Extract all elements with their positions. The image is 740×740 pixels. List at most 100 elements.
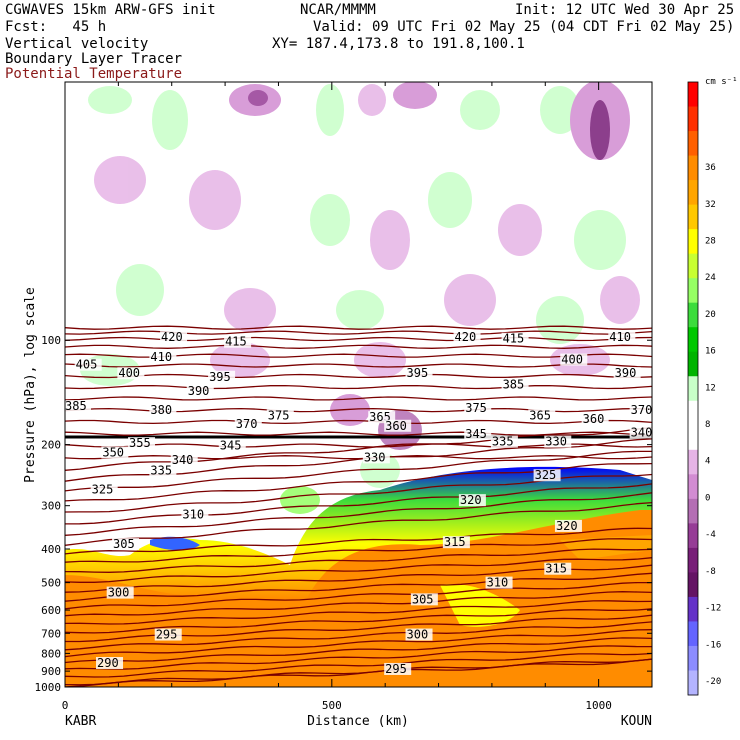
isentrope-line: [65, 450, 652, 492]
theta-label: 420: [161, 330, 183, 344]
isentrope-line: [65, 527, 652, 555]
theta-label-bg: [554, 519, 582, 532]
model-title: CGWAVES 15km ARW-GFS init: [5, 2, 216, 18]
theta-label: 315: [545, 562, 567, 576]
colorbar-swatch: [688, 351, 698, 377]
colorbar-swatch: [688, 474, 698, 500]
theta-label-bg: [410, 593, 438, 606]
theta-label-bg: [384, 419, 412, 432]
theta-label: 315: [444, 535, 466, 549]
colorbar-label: 4: [705, 457, 710, 467]
y-tick-label: 300: [41, 500, 61, 513]
theta-label-bg: [464, 427, 492, 440]
shaded-fields: 420 415 420 415 410 405 400 410 395 395 400 390 390 3…: [65, 82, 652, 687]
x-endpoint-left: KABR: [65, 714, 96, 729]
colorbar-frame: [687, 81, 699, 696]
theta-label-bg: [581, 412, 609, 425]
colorbar-swatch: [688, 155, 698, 181]
isentrope-line: [65, 548, 652, 573]
x-axis-label: Distance (km): [307, 714, 409, 729]
theta-label-bg: [74, 358, 102, 371]
colorbar-swatch: [688, 180, 698, 206]
theta-label: 375: [465, 401, 487, 415]
plot-frame: [64, 81, 653, 688]
colorbar-swatch: [688, 670, 698, 696]
colorbar-label: 12: [705, 383, 716, 393]
theta-label: 365: [529, 408, 551, 422]
theta-label-bg: [266, 409, 294, 422]
y-tick-label: 900: [41, 665, 61, 678]
colorbar-unit: cm s⁻¹: [705, 77, 738, 87]
theta-label-bg: [560, 353, 588, 366]
theta-label: 310: [182, 508, 204, 522]
colorbar-label: -8: [705, 567, 716, 577]
y-tick-label: 800: [41, 647, 61, 660]
isentrope-line: [65, 363, 652, 368]
colorbar-swatch: [688, 229, 698, 255]
isentrope-line: [65, 591, 652, 617]
theta-label: 295: [385, 662, 407, 676]
colorbar-label: -20: [705, 677, 721, 687]
theta-label: 325: [535, 468, 557, 482]
y-tick-label: 1000: [35, 681, 62, 694]
theta-label: 380: [150, 403, 172, 417]
theta-label-bg: [90, 483, 118, 496]
theta-label: 405: [76, 358, 98, 372]
theta-label-bg: [149, 403, 177, 416]
theta-label: 360: [385, 419, 407, 433]
colorbar-swatch: [688, 645, 698, 671]
theta-label-bg: [65, 400, 91, 413]
isentrope-line: [65, 629, 652, 658]
theta-label-bg: [106, 586, 134, 599]
theta-label: 325: [92, 483, 114, 497]
organization: NCAR/MMMM: [300, 2, 376, 18]
colorbar-label: 8: [705, 420, 710, 430]
theta-label: 395: [407, 366, 429, 380]
theta-label-bg: [501, 332, 529, 345]
theta-label-bg: [384, 662, 412, 675]
colorbar-swatch: [688, 449, 698, 475]
theta-label-bg: [154, 628, 182, 641]
isentrope-line: [65, 645, 652, 670]
theta-label: 335: [150, 463, 172, 477]
x-tick-label: 500: [322, 699, 342, 712]
colorbar-swatch: [688, 302, 698, 328]
colorbar-swatch: [688, 204, 698, 230]
isentrope-line: [65, 344, 652, 349]
theta-label-bg: [149, 464, 177, 477]
theta-label-bg: [528, 409, 556, 422]
colorbar-label: 28: [705, 237, 716, 247]
init-time: Init: 12 UTC Wed 30 Apr 25: [515, 2, 735, 18]
theta-label: 310: [487, 576, 509, 590]
field-boundary-layer-tracer: Boundary Layer Tracer: [5, 51, 183, 67]
theta-label-bg: [464, 402, 492, 415]
colorbar-label: 0: [705, 493, 710, 503]
theta-label-bg: [234, 418, 262, 431]
y-tick-label: 600: [41, 604, 61, 617]
theta-label: 340: [172, 453, 194, 467]
theta-label: 300: [108, 586, 130, 600]
theta-label-bg: [96, 657, 124, 670]
theta-label: 395: [209, 370, 231, 384]
isentrope-line: [65, 501, 652, 546]
cross-section-endpoints: XY= 187.4,173.8 to 191.8,100.1: [272, 36, 525, 52]
colorbar-swatch: [688, 425, 698, 451]
colorbar-label: -12: [705, 604, 721, 614]
theta-label-bg: [608, 331, 636, 344]
theta-label: 320: [556, 519, 578, 533]
theta-label-bg: [208, 370, 236, 383]
theta-label: 400: [561, 353, 583, 367]
theta-label-bg: [442, 536, 470, 549]
theta-label-bg: [629, 403, 652, 416]
isentrope-line: [65, 325, 652, 330]
theta-label: 390: [615, 366, 637, 380]
isentrope-line: [65, 483, 652, 525]
theta-label-bg: [613, 367, 641, 380]
colorbar-swatch: [688, 547, 698, 573]
theta-label: 330: [545, 435, 567, 449]
isentrope-line: [65, 426, 652, 471]
colorbar-label: 20: [705, 310, 716, 320]
theta-label: 300: [407, 628, 429, 642]
colorbar-swatch: [688, 327, 698, 353]
